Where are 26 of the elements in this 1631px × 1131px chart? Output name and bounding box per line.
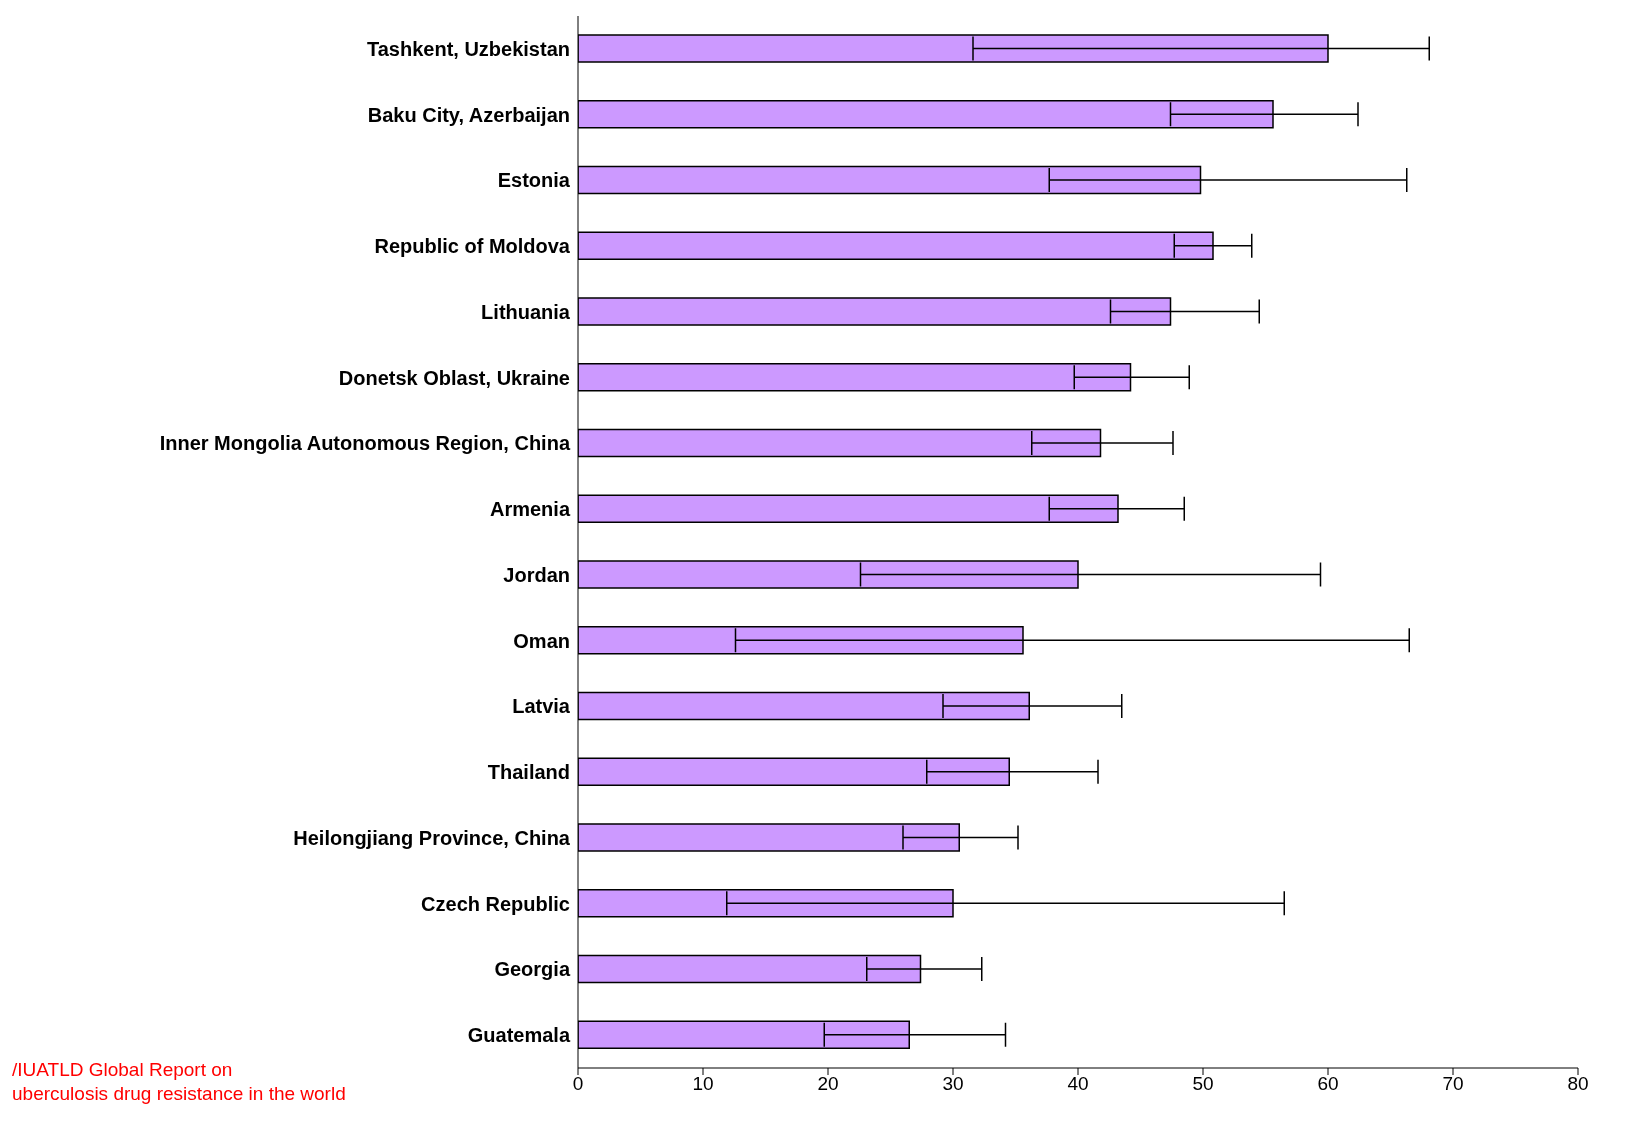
x-tick-label: 30 xyxy=(942,1073,964,1095)
y-tick-label: Republic of Moldova xyxy=(374,235,571,258)
y-tick-label: Heilongjiang Province, China xyxy=(293,826,571,849)
x-tick-label: 40 xyxy=(1067,1073,1089,1095)
x-tick-label: 10 xyxy=(692,1073,714,1095)
y-tick-label: Tashkent, Uzbekistan xyxy=(366,37,570,60)
x-tick-label: 0 xyxy=(572,1073,584,1095)
y-tick-label: Donetsk Oblast, Ukraine xyxy=(338,366,570,389)
y-tick-label: Oman xyxy=(513,629,570,652)
y-tick-label: Thailand xyxy=(487,761,570,784)
y-tick-label: Czech Republic xyxy=(421,892,570,915)
y-tick-label: Armenia xyxy=(489,498,571,521)
y-tick-label: Jordan xyxy=(503,563,570,586)
text: /IUATLD Global Report on uberculosis drug resistance in the world xyxy=(12,1058,346,1106)
y-tick-label: Georgia xyxy=(494,958,571,981)
x-tick-label: 50 xyxy=(1192,1073,1214,1095)
y-tick-label: Lithuania xyxy=(481,300,571,323)
x-tick-label: 20 xyxy=(817,1073,839,1095)
y-tick-label: Guatemala xyxy=(467,1024,571,1047)
x-tick-label: 60 xyxy=(1317,1073,1339,1095)
y-tick-label: Latvia xyxy=(512,695,571,718)
y-tick-label: Estonia xyxy=(497,169,571,192)
x-tick-label: 80 xyxy=(1567,1073,1589,1095)
y-tick-label: Inner Mongolia Autonomous Region, China xyxy=(159,432,571,455)
x-tick-label: 70 xyxy=(1442,1073,1464,1095)
y-tick-label: Baku City, Azerbaijan xyxy=(367,103,570,126)
